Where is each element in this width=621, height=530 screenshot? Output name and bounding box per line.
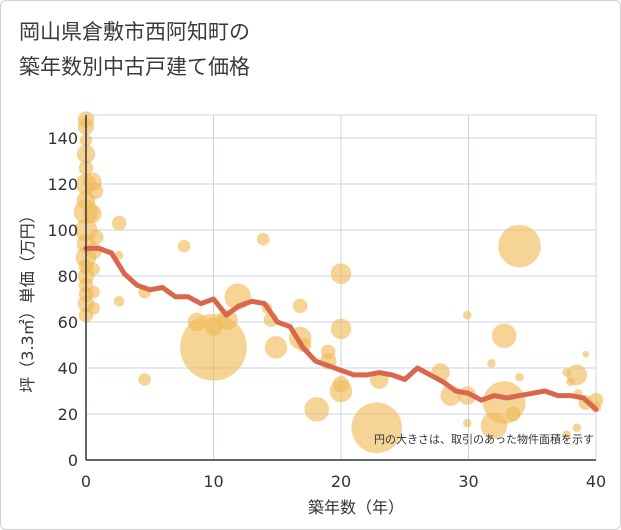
data-point-bubble bbox=[180, 313, 247, 381]
data-point-bubble bbox=[292, 298, 308, 314]
data-point-bubble bbox=[486, 358, 496, 368]
data-point-bubble bbox=[82, 204, 102, 224]
data-point-bubble bbox=[330, 318, 352, 340]
y-tick-label: 20 bbox=[58, 405, 78, 424]
data-point-bubble bbox=[256, 232, 270, 246]
y-tick-label: 60 bbox=[58, 313, 78, 332]
average-line-series bbox=[83, 245, 599, 412]
y-tick-label: 0 bbox=[68, 451, 78, 470]
data-point-bubble bbox=[304, 396, 330, 422]
y-tick-label: 100 bbox=[47, 221, 78, 240]
chart-title-line-2: 築年数別中古戸建て価格 bbox=[19, 55, 250, 79]
data-point-bubble bbox=[462, 310, 472, 320]
y-tick-label: 40 bbox=[58, 359, 78, 378]
data-point-bubble bbox=[177, 239, 191, 253]
data-point-bubble bbox=[87, 285, 101, 299]
axes: 0 10 20 30 40 0 20 40 60 80 100 120 140 bbox=[47, 115, 606, 491]
data-point-bubble bbox=[111, 215, 127, 231]
data-point-bubble bbox=[217, 309, 239, 331]
average-price-line bbox=[83, 245, 599, 412]
x-axis-label: 築年数（年） bbox=[308, 498, 404, 517]
data-point-bubble bbox=[515, 372, 524, 382]
x-tick-label: 10 bbox=[203, 472, 223, 491]
chart-title: 岡山県倉敷市西阿知町の 築年数別中古戸建て価格 bbox=[19, 15, 250, 85]
chart-title-line-1: 岡山県倉敷市西阿知町の bbox=[19, 20, 250, 44]
y-axis-label: 坪（3.3㎡）単価（万円） bbox=[18, 207, 37, 392]
data-point-bubble bbox=[86, 182, 104, 200]
data-point-bubble bbox=[562, 430, 572, 440]
data-point-bubble bbox=[498, 224, 541, 268]
data-point-bubble bbox=[138, 373, 152, 386]
data-point-bubble bbox=[330, 263, 352, 285]
bubble-series bbox=[73, 111, 604, 454]
data-point-bubble bbox=[329, 379, 353, 403]
data-point-bubble bbox=[351, 402, 403, 454]
data-point-bubble bbox=[87, 301, 101, 315]
data-point-bubble bbox=[88, 229, 104, 245]
x-tick-label: 40 bbox=[586, 472, 606, 491]
data-point-bubble bbox=[582, 350, 590, 358]
x-tick-label: 20 bbox=[331, 472, 351, 491]
data-point-bubble bbox=[87, 262, 101, 276]
x-tick-label: 0 bbox=[81, 472, 91, 491]
bubble-size-note: 円の大きさは、取引のあった物件面積を示す bbox=[374, 432, 594, 446]
data-point-bubble bbox=[113, 295, 125, 307]
y-tick-label: 80 bbox=[58, 267, 78, 286]
data-point-bubble bbox=[491, 323, 517, 349]
data-point-bubble bbox=[505, 406, 521, 422]
y-tick-label: 120 bbox=[47, 175, 78, 194]
data-point-bubble bbox=[566, 364, 588, 386]
x-tick-label: 30 bbox=[458, 472, 478, 491]
data-point-bubble bbox=[462, 418, 472, 428]
y-tick-label: 140 bbox=[47, 129, 78, 148]
data-point-bubble bbox=[264, 335, 288, 359]
data-point-bubble bbox=[572, 423, 582, 433]
